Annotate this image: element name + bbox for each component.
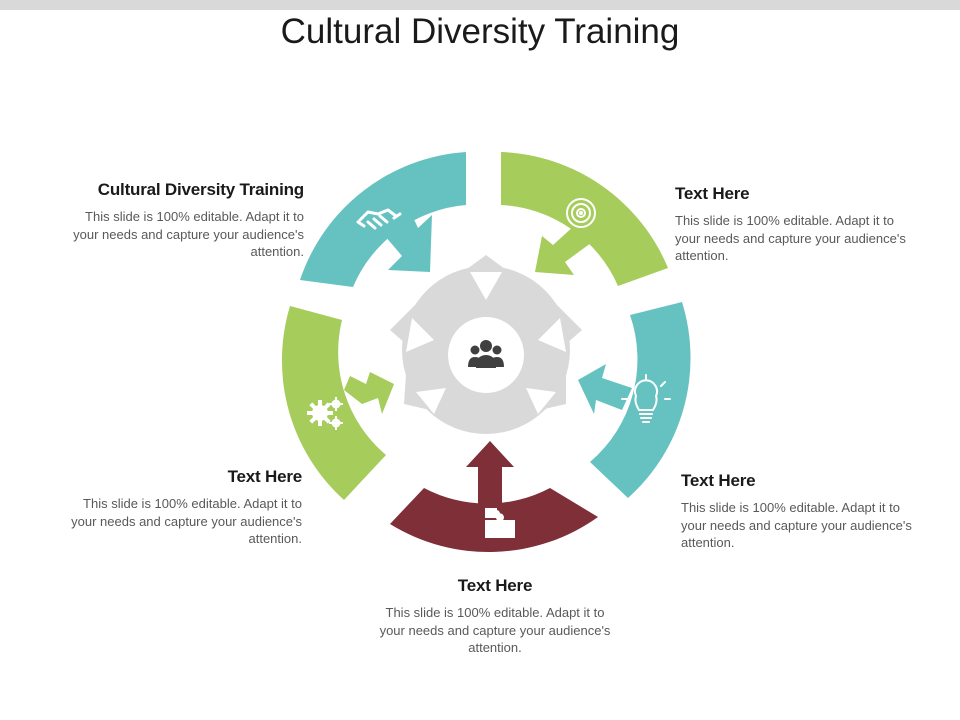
segment-top-right-arc (501, 152, 668, 286)
block-body: This slide is 100% editable. Adapt it to… (681, 500, 912, 550)
hub-notch-right-upper (538, 318, 566, 352)
block-heading: Text Here (457, 576, 533, 595)
page-title: Cultural Diversity Training (280, 12, 680, 51)
segment-left (281, 306, 394, 500)
puzzle-icon (485, 508, 515, 538)
block-body: This slide is 100% editable. Adapt it to… (379, 605, 611, 655)
top-banner-strip (0, 0, 960, 10)
segment-right (578, 302, 691, 498)
block-heading: Text Here (227, 467, 303, 486)
gears-icon (307, 397, 343, 430)
lightbulb-icon (621, 374, 671, 423)
block-body: This slide is 100% editable. Adapt it to… (71, 496, 302, 546)
segment-bottom-arrow (466, 441, 514, 520)
hub-group (390, 255, 582, 434)
text-block-left: Text Here This slide is 100% editable. A… (62, 467, 302, 548)
hub-bump-left-upper (390, 300, 420, 344)
segment-top-right (501, 152, 668, 286)
people-group-icon (468, 340, 504, 368)
block-heading: Text Here (675, 184, 750, 203)
text-block-top-left: Cultural Diversity Training This slide i… (64, 180, 304, 261)
hub-notch-right-lower (526, 388, 556, 414)
text-block-bottom: Text Here This slide is 100% editable. A… (375, 576, 615, 657)
hub-bump-right-upper (552, 300, 582, 344)
segment-top-left (300, 152, 466, 287)
segment-top-left-arrow (385, 200, 432, 272)
hub-bump-top (463, 255, 509, 272)
text-block-right: Text Here This slide is 100% editable. A… (681, 471, 921, 552)
block-heading: Text Here (681, 471, 756, 490)
segment-right-arrow (578, 364, 632, 414)
segment-left-arrow (344, 372, 394, 414)
block-heading: Cultural Diversity Training (97, 180, 304, 199)
block-body: This slide is 100% editable. Adapt it to… (73, 209, 304, 259)
text-block-top-right: Text Here This slide is 100% editable. A… (675, 184, 915, 265)
handshake-icon (356, 208, 402, 230)
segment-right-arc (590, 302, 691, 498)
hub-notch-top (470, 272, 502, 300)
hub-notch-left-upper (406, 318, 434, 352)
hub-notch-left-lower (416, 388, 446, 414)
target-icon (566, 198, 596, 228)
block-body: This slide is 100% editable. Adapt it to… (675, 213, 906, 263)
segment-bottom (390, 441, 598, 553)
segment-top-right-arrow (535, 225, 595, 275)
